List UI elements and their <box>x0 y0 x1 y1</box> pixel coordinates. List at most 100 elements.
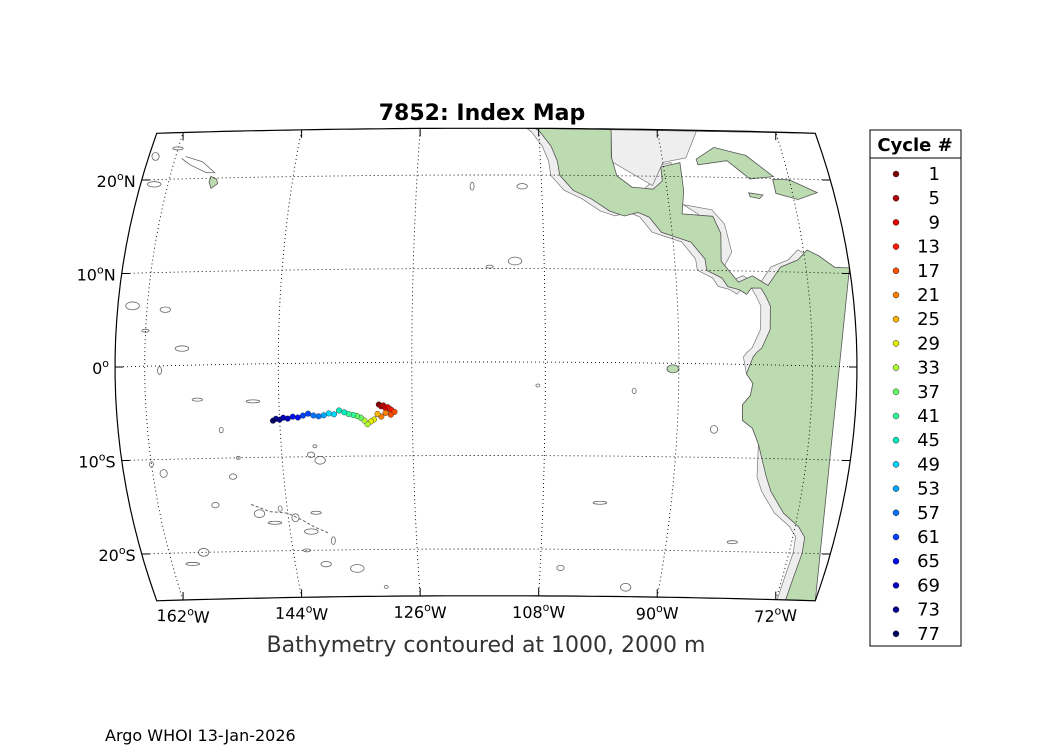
seamount-contour <box>253 509 266 518</box>
legend-label: 41 <box>917 406 940 427</box>
americas-landmass <box>534 128 850 601</box>
lon-tick-label: 162oW <box>156 604 210 627</box>
graticule-grid <box>115 128 857 601</box>
seamount-contour <box>592 500 608 505</box>
hawaiian-ridge-contour <box>181 156 216 174</box>
legend-label: 45 <box>917 430 940 451</box>
trajectory-point <box>289 413 296 420</box>
seamount-contour <box>174 345 190 352</box>
seamount-contour <box>516 183 528 190</box>
trajectory-point <box>325 410 332 417</box>
seamount-contour <box>291 513 300 523</box>
seamount-contour <box>157 366 162 375</box>
legend-entry: 9 <box>892 212 940 233</box>
trajectory-point <box>300 412 307 419</box>
legend-label: 33 <box>917 358 940 379</box>
legend-marker <box>892 630 900 638</box>
legend-entry: 57 <box>892 503 940 524</box>
legend-label: 57 <box>917 503 940 524</box>
trajectory-point <box>331 411 338 418</box>
legend-entry: 33 <box>892 358 940 379</box>
lon-tick-label: 108oW <box>512 601 565 622</box>
legend-marker <box>892 557 900 565</box>
seamount-contour <box>211 502 220 509</box>
lon-tick-label: 126oW <box>394 601 447 622</box>
legend-entries: 1 5 9 13 17 21 25 29 33 37 41 45 49 53 57 61 65 69 73 77 <box>892 164 940 645</box>
seamount-contour <box>469 181 475 191</box>
seamount-contour <box>485 264 494 269</box>
trajectory-point <box>336 407 343 414</box>
legend-label: 61 <box>917 527 940 548</box>
legend-marker <box>892 509 900 517</box>
trajectory-point <box>374 410 381 417</box>
trajectory-point <box>382 409 389 416</box>
seamount-contour <box>620 582 632 592</box>
galapagos-islands <box>666 364 680 374</box>
hispaniola-island <box>772 178 819 200</box>
seamount-contour <box>235 455 241 460</box>
lat-tick-label: 0o <box>92 357 109 378</box>
seamount-contour <box>726 540 738 545</box>
lat-tick-label: 20oN <box>97 170 136 191</box>
legend-label: 29 <box>917 333 940 354</box>
seamount-contour <box>507 256 523 266</box>
trajectory-point <box>315 413 322 420</box>
seamount-contour <box>631 387 637 394</box>
legend-entry: 21 <box>892 285 940 306</box>
lon-tick-label: 72oW <box>754 604 798 627</box>
land-layer <box>208 128 850 601</box>
legend-label: 13 <box>917 237 940 258</box>
seamount-contour <box>709 425 718 434</box>
seamount-contour <box>125 301 140 311</box>
parallel-gridline <box>141 548 831 555</box>
trajectory-point <box>305 410 312 417</box>
trajectory-point <box>341 409 348 416</box>
legend-marker <box>892 533 900 541</box>
gulf-shelf <box>610 128 698 186</box>
cuba-island <box>695 146 775 180</box>
legend-marker <box>892 219 900 226</box>
footer-credit: Argo WHOI 13-Jan-2026 <box>105 726 296 745</box>
parallel-gridline <box>121 268 851 274</box>
legend-label: 9 <box>929 212 940 233</box>
parallel-gridline <box>141 174 831 181</box>
legend-entry: 25 <box>892 309 940 330</box>
seamount-contour <box>159 306 171 313</box>
seamount-contour <box>330 536 336 545</box>
legend-entry: 77 <box>892 624 940 645</box>
legend-box <box>869 129 962 647</box>
legend-label: 77 <box>917 624 940 645</box>
legend-label: 5 <box>929 188 940 209</box>
hawaii-island <box>208 175 219 190</box>
seamount-contour <box>314 455 326 465</box>
legend-entry: 41 <box>892 406 940 427</box>
legend-label: 65 <box>917 551 940 572</box>
meridian-gridline <box>775 131 813 600</box>
lat-tick-label: 10oN <box>77 264 116 285</box>
seamount-contour <box>198 548 210 557</box>
legend-label: 21 <box>917 285 940 306</box>
legend-entry: 29 <box>892 333 940 354</box>
legend-marker <box>892 194 900 202</box>
trajectory-point <box>294 414 301 421</box>
legend-title: Cycle # <box>877 135 952 156</box>
legend-label: 1 <box>929 164 940 185</box>
seamount-contour <box>306 451 315 458</box>
legend-label: 73 <box>917 600 940 621</box>
legend-marker <box>892 606 900 613</box>
legend-entry: 49 <box>892 454 940 475</box>
trajectory-point <box>387 411 394 418</box>
lon-tick-label: 90oW <box>636 602 680 624</box>
seamount-contour <box>149 461 154 468</box>
seamount-contour <box>185 562 200 566</box>
seamount-contour <box>312 444 318 449</box>
seamount-contour <box>141 328 150 333</box>
legend-label: 69 <box>917 575 940 596</box>
legend-marker <box>892 461 900 468</box>
legend-label: 37 <box>917 382 940 403</box>
cycle-legend: Cycle # 1 5 9 13 17 21 25 29 33 37 41 45 49 53 57 61 65 6… <box>869 129 962 647</box>
legend-marker <box>892 582 900 589</box>
seamount-contour <box>304 528 319 535</box>
meridian-gridline <box>277 129 303 598</box>
